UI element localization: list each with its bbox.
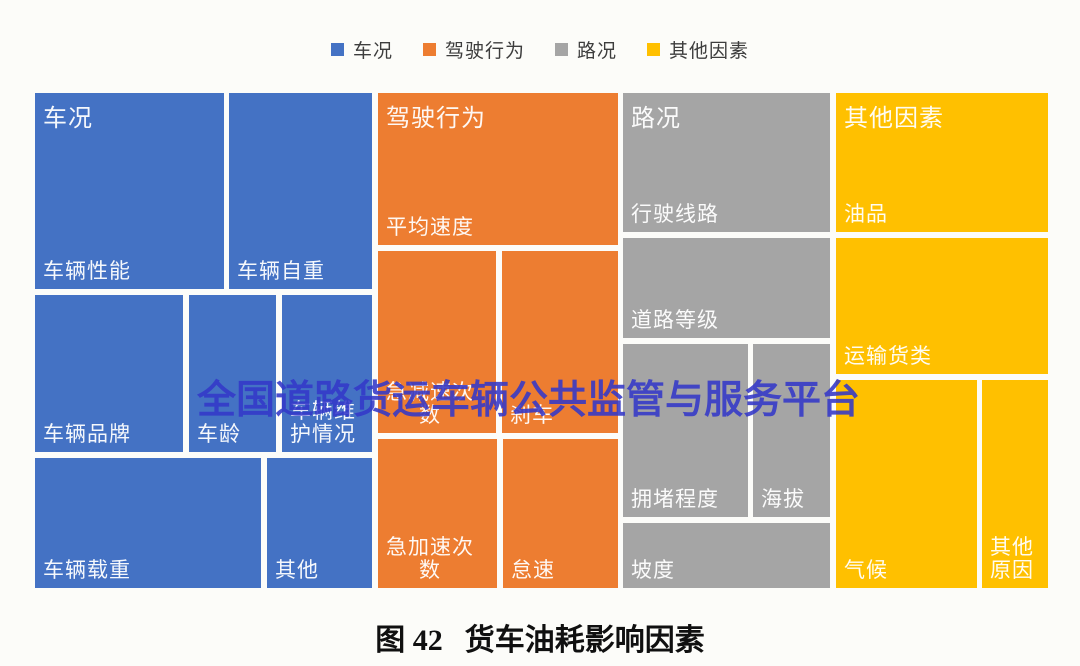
treemap-cell-other: 其他 xyxy=(267,458,372,588)
treemap-cell-label: 气候 xyxy=(844,559,888,583)
treemap-cell-hard-accel-count: 急加速次 数 xyxy=(378,439,497,588)
treemap-cell-label: 车辆品牌 xyxy=(43,423,131,447)
figure-number: 图 42 xyxy=(375,624,443,657)
treemap-cell-label: 车龄 xyxy=(197,423,241,447)
treemap-cell-label: 道路等级 xyxy=(631,309,719,333)
legend-item-vehicle-condition: 车况 xyxy=(330,36,393,63)
legend-swatch-icon xyxy=(330,43,344,56)
treemap-cell-fuel-quality: 其他因素 油品 xyxy=(836,93,1048,232)
treemap-cell-vehicle-performance: 车况 车辆性能 xyxy=(35,93,224,289)
treemap-cell-label: 车辆性能 xyxy=(43,260,131,284)
treemap-cell-label: 车辆载重 xyxy=(43,559,131,583)
legend-label: 路况 xyxy=(577,41,618,62)
treemap-group-label-driving-behavior: 驾驶行为 xyxy=(386,105,486,132)
treemap-cell-label: 其他 原因 xyxy=(990,535,1034,583)
legend-label: 驾驶行为 xyxy=(444,41,525,62)
treemap-cell-label: 刹车 xyxy=(510,404,554,428)
treemap-cell-label: 坡度 xyxy=(631,559,675,583)
treemap-group-label-vehicle-condition: 车况 xyxy=(43,105,93,132)
treemap-cell-vehicle-load: 车辆载重 xyxy=(35,458,261,588)
treemap-cell-vehicle-maintenance: 车辆维 护情况 xyxy=(282,295,372,452)
treemap-cell-idling: 怠速 xyxy=(503,439,618,588)
treemap-cell-hard-decel-count: 急减速次 数 xyxy=(378,251,496,433)
chart-legend: 车况 驾驶行为 路况 其他因素 xyxy=(0,36,1080,63)
treemap-cell-slope: 坡度 xyxy=(623,523,830,588)
figure-caption: 图 42 货车油耗影响因素 xyxy=(0,615,1080,659)
treemap-cell-label: 海拔 xyxy=(761,488,805,512)
treemap-cell-average-speed: 驾驶行为 平均速度 xyxy=(378,93,618,245)
treemap-cell-cargo-type: 运输货类 xyxy=(836,238,1048,374)
treemap-cell-road-class: 道路等级 xyxy=(623,238,830,338)
treemap-cell-label: 怠速 xyxy=(511,559,555,583)
legend-item-road-condition: 路况 xyxy=(555,36,617,63)
treemap-group-label-other-factors: 其他因素 xyxy=(844,105,944,132)
legend-item-other-factors: 其他因素 xyxy=(647,36,749,63)
treemap-cell-congestion-level: 拥堵程度 xyxy=(623,344,748,517)
legend-label: 其他因素 xyxy=(669,41,750,62)
treemap-cell-label: 其他 xyxy=(275,559,319,583)
treemap-cell-label: 急减速次 数 xyxy=(386,380,474,428)
treemap-cell-vehicle-brand: 车辆品牌 xyxy=(35,295,183,452)
treemap-cell-climate: 气候 xyxy=(836,380,977,588)
treemap-cell-other-causes: 其他 原因 xyxy=(982,380,1048,588)
treemap-group-label-road-condition: 路况 xyxy=(631,105,681,132)
legend-swatch-icon xyxy=(422,43,436,56)
legend-swatch-icon xyxy=(555,43,568,56)
treemap-cell-label: 车辆自重 xyxy=(237,260,325,284)
treemap-cell-label: 急加速次 数 xyxy=(386,535,474,583)
treemap-cell-label: 平均速度 xyxy=(386,216,474,240)
treemap-cell-vehicle-age: 车龄 xyxy=(189,295,276,452)
treemap-cell-driving-route: 路况 行驶线路 xyxy=(623,93,830,232)
treemap-cell-altitude: 海拔 xyxy=(753,344,830,517)
treemap-cell-braking: 刹车 xyxy=(502,251,618,433)
legend-label: 车况 xyxy=(352,41,393,62)
legend-swatch-icon xyxy=(647,43,661,56)
treemap-cell-label: 行驶线路 xyxy=(631,203,719,227)
treemap-cell-vehicle-curb-weight: 车辆自重 xyxy=(229,93,372,289)
treemap-cell-label: 拥堵程度 xyxy=(631,488,719,512)
treemap-cell-label: 车辆维 护情况 xyxy=(290,399,356,447)
legend-item-driving-behavior: 驾驶行为 xyxy=(422,36,525,63)
treemap-cell-label: 运输货类 xyxy=(844,345,932,369)
treemap-cell-label: 油品 xyxy=(844,203,888,227)
figure-title: 货车油耗影响因素 xyxy=(464,624,705,657)
